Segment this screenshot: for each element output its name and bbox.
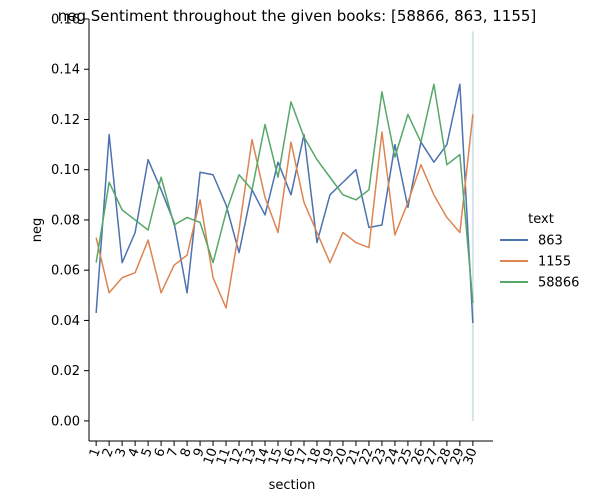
- y-tick-label: 0.06: [51, 264, 80, 279]
- legend: text 863 1155 58866: [500, 212, 579, 291]
- legend-title: text: [528, 212, 554, 227]
- y-tick-label: 0.04: [51, 314, 80, 329]
- x-tick-label: 28: [435, 446, 455, 467]
- x-tick-label: 12: [227, 446, 247, 467]
- x-tick-label: 11: [214, 446, 234, 467]
- x-tick-label: 18: [305, 446, 325, 467]
- x-tick-label: 23: [370, 446, 390, 467]
- series-line-863: [95, 83, 474, 323]
- x-tick-label: 15: [266, 446, 286, 467]
- y-tick-label: 0.10: [51, 163, 80, 178]
- y-tick-label: 0.12: [51, 113, 80, 128]
- x-tick-label: 29: [448, 446, 468, 467]
- chart-title: neg Sentiment throughout the given books…: [58, 7, 537, 25]
- series-line-58866: [95, 83, 474, 303]
- x-tick-label: 25: [396, 446, 416, 467]
- legend-label-863: 863: [538, 234, 563, 249]
- x-tick-label: 13: [240, 446, 260, 467]
- series-line-1155: [95, 114, 474, 309]
- x-axis: 1234567891011121314151617181920212223242…: [87, 440, 493, 467]
- x-tick-label: 30: [461, 446, 481, 467]
- x-tick-label: 27: [422, 446, 442, 467]
- x-tick-label: 20: [331, 446, 351, 467]
- x-tick-label: 19: [318, 446, 338, 467]
- x-tick-label: 10: [201, 446, 221, 467]
- legend-label-58866: 58866: [538, 276, 579, 291]
- x-tick-label: 14: [253, 446, 273, 467]
- x-tick-label: 26: [409, 446, 429, 467]
- x-axis-label: section: [269, 478, 316, 493]
- y-axis: 0.00 0.02 0.04 0.06 0.08 0.10 0.12 0.14 0.16: [51, 13, 90, 441]
- x-tick-label: 16: [279, 446, 299, 467]
- x-tick-label: 21: [344, 446, 364, 467]
- x-tick-label: 24: [383, 446, 403, 467]
- y-tick-label: 0.14: [51, 63, 80, 78]
- y-tick-label: 0.02: [51, 364, 80, 379]
- y-tick-label: 0.16: [51, 13, 80, 28]
- y-tick-label: 0.00: [51, 414, 80, 429]
- plot-area: [95, 31, 474, 421]
- y-tick-label: 0.08: [51, 213, 80, 228]
- x-tick-label: 22: [357, 446, 377, 467]
- x-tick-label: 17: [292, 446, 312, 467]
- y-axis-label: neg: [30, 218, 45, 243]
- legend-label-1155: 1155: [538, 255, 571, 270]
